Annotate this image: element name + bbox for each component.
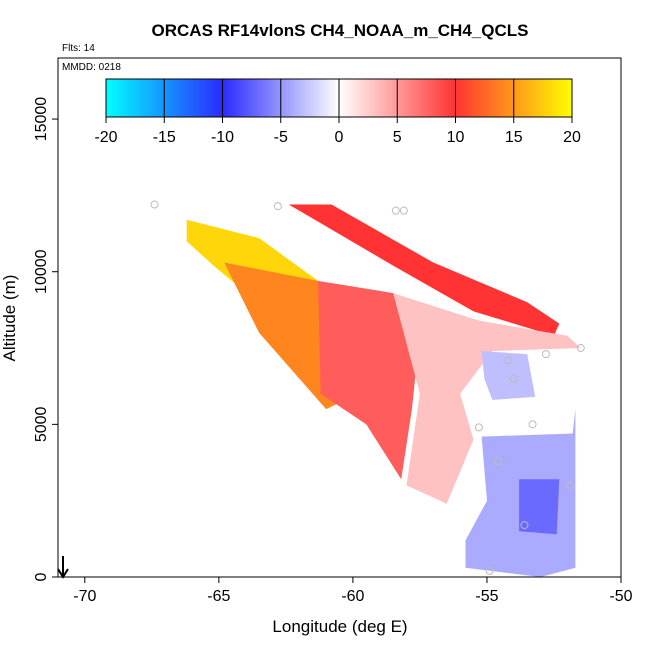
arrow-marker-icon <box>57 556 69 579</box>
flights-note: Flts: 14 <box>62 43 95 54</box>
region-red-core <box>318 280 420 480</box>
region-pink-fringe <box>393 293 581 504</box>
colorbar-tick-label: -5 <box>274 129 288 146</box>
colorbar-tick-label: -20 <box>94 129 117 146</box>
y-tick-label: 5000 <box>33 406 50 442</box>
data-point <box>566 481 575 490</box>
colorbar-tick-label: 10 <box>447 129 465 146</box>
colorbar-tick-label: -15 <box>153 129 176 146</box>
x-axis: -70 -65 -60 -55 -50 <box>73 577 633 605</box>
plot-frame <box>57 57 622 578</box>
data-point <box>576 344 585 353</box>
x-tick-label: -65 <box>207 588 230 605</box>
x-tick-label: -60 <box>341 588 364 605</box>
x-tick-label: -50 <box>609 588 632 605</box>
region-mid-blue-patch <box>481 351 536 400</box>
colorbar-tick-label: -10 <box>211 129 234 146</box>
data-point <box>504 356 513 365</box>
data-point <box>493 456 502 465</box>
data-point <box>541 350 550 359</box>
colorbar-ticks: -20 -15 -10 -5 0 5 10 15 20 <box>94 79 581 146</box>
data-point <box>520 521 529 530</box>
region-lower-blue-core <box>519 479 560 535</box>
x-tick-label: -70 <box>73 588 96 605</box>
data-point <box>273 202 282 211</box>
data-point <box>509 374 518 383</box>
data-point <box>150 200 159 209</box>
data-point <box>391 206 400 215</box>
data-point <box>528 420 537 429</box>
y-tick-label: 10000 <box>33 249 50 294</box>
colorbar-tick-label: 0 <box>335 129 344 146</box>
colorbar-tick-label: 20 <box>563 129 581 146</box>
region-upper-red-streak <box>288 204 560 336</box>
y-tick-label: 0 <box>33 572 50 581</box>
y-tick-label: 15000 <box>33 97 50 142</box>
colorbar-tick-label: 15 <box>505 129 523 146</box>
data-point <box>485 566 494 575</box>
data-point <box>399 206 408 215</box>
data-layer <box>186 204 581 577</box>
date-note: MMDD: 0218 <box>62 62 121 73</box>
points-layer <box>150 200 585 575</box>
chart-title: ORCAS RF14vlonS CH4_NOAA_m_CH4_QCLS <box>152 21 529 40</box>
colorbar-tick-label: 5 <box>393 129 402 146</box>
data-point <box>474 423 483 432</box>
x-axis-label: Longitude (deg E) <box>272 617 407 636</box>
x-tick-label: -55 <box>475 588 498 605</box>
y-axis: 0 5000 10000 15000 <box>33 97 58 581</box>
y-axis-label: Altitude (m) <box>0 275 19 362</box>
